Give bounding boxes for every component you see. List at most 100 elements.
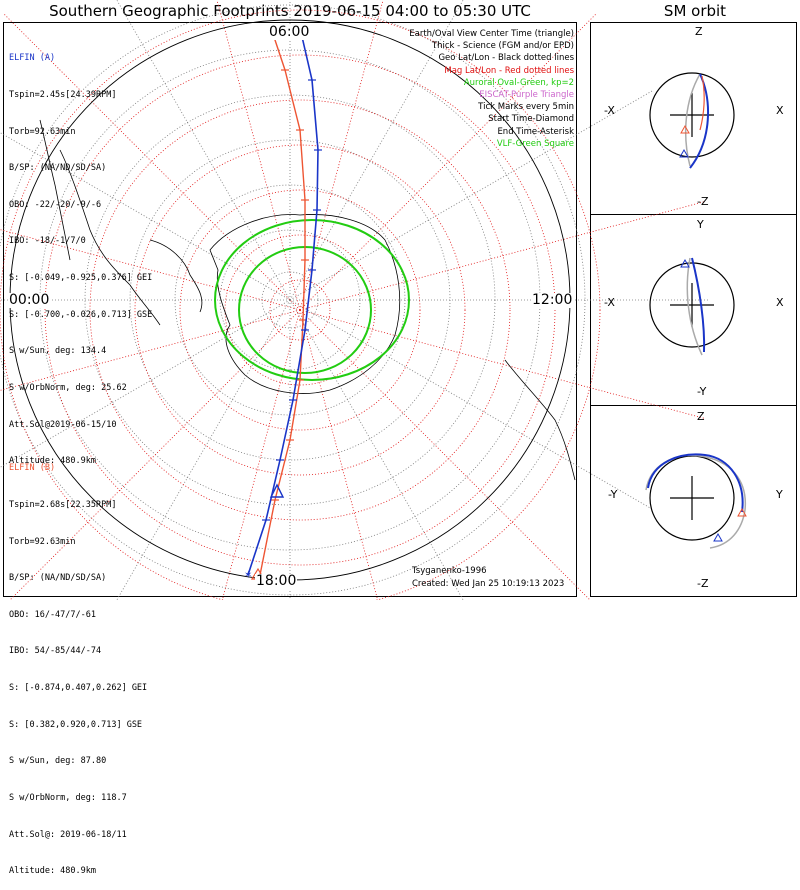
south-america-coastline xyxy=(39,119,71,261)
mag-latitude-circle xyxy=(89,99,511,521)
model-credit: Tsyganenko-1996 xyxy=(412,566,487,576)
legend-item: Tick Marks every 5min xyxy=(478,102,574,113)
mag-longitude-line xyxy=(0,309,301,391)
elfin-a-line: S: [-0.700,-0.026,0.713] GSE xyxy=(9,309,153,320)
elfin-b-name: ELFIN (B) xyxy=(9,463,56,474)
elfin-a-line: Att.Sol@2019-06-15/10 xyxy=(9,419,117,430)
sm1-left-label: -X xyxy=(604,104,615,117)
elfin-a-line: B/SP: (NA/ND/SD/SA) xyxy=(9,163,107,174)
geo-longitude-line xyxy=(289,299,464,600)
sm2-bottom-label: -Y xyxy=(697,385,707,398)
legend-item: Geo Lat/Lon - Black dotted lines xyxy=(438,53,574,64)
mag-longitude-line xyxy=(216,0,301,311)
sm3-bottom-label: -Z xyxy=(697,577,709,590)
elfin-b-line: B/SP: (NA/ND/SD/SA) xyxy=(9,573,107,584)
geo-longitude-line xyxy=(116,299,291,600)
sm2-left-label: -X xyxy=(604,296,615,309)
sm1-right-label: X xyxy=(776,104,784,117)
elfin-b-track xyxy=(259,27,306,576)
sm-frame xyxy=(590,22,797,597)
south-america-coastline xyxy=(59,149,161,326)
mag-latitude-circle xyxy=(0,9,601,600)
footprint-map-canvas: ✶ xyxy=(0,0,797,600)
elfin-b-line: S w/OrbNorm, deg: 118.7 xyxy=(9,792,127,803)
sm-orbit-title: SM orbit xyxy=(663,2,727,20)
mag-longitude-line xyxy=(2,12,301,311)
elfin-b-line: Att.Sol@: 2019-06-18/11 xyxy=(9,829,127,840)
sm3-orbit-blue xyxy=(647,453,744,513)
legend-item: End Time-Asterisk xyxy=(497,126,574,137)
mag-longitude-line xyxy=(0,229,301,311)
elfin-b-line: Altitude: 480.9km xyxy=(9,866,96,877)
elfin-a-name: ELFIN (A) xyxy=(9,53,56,64)
sm3-triangle-b xyxy=(737,507,747,517)
elfin-a-track xyxy=(247,27,319,576)
mag-longitude-line xyxy=(299,309,706,420)
hour-label-right: 12:00 xyxy=(531,292,574,308)
sm2-triangle-a xyxy=(680,258,690,268)
peninsula-coastline xyxy=(149,239,203,313)
elfin-b-line: S: [0.382,0.920,0.713] GSE xyxy=(9,719,143,730)
elfin-b-line: Torb=92.63min xyxy=(9,536,76,547)
elfin-a-line: S w/OrbNorm, deg: 25.62 xyxy=(9,382,127,393)
sm3-triangle-a xyxy=(713,532,723,542)
elfin-a-line: Altitude: 480.9km xyxy=(9,456,96,467)
sm2-top-label: Y xyxy=(697,218,704,231)
legend-item: Thick - Science (FGM and/or EPD) xyxy=(431,41,574,52)
elfin-b-line: IBO: 54/-85/44/-74 xyxy=(9,646,102,657)
sm1-bottom-label: -Z xyxy=(697,195,709,208)
elfin-a-line: Torb=92.63min xyxy=(9,126,76,137)
legend-item: Earth/Oval View Center Time (triangle) xyxy=(409,29,574,39)
sm1-orbit-orange xyxy=(699,75,705,131)
geo-longitude-line xyxy=(289,299,654,511)
map-frame xyxy=(3,22,577,597)
auroral-oval-outer xyxy=(214,219,410,381)
sm3-left-label: -Y xyxy=(608,488,618,501)
sm3-right-label: Y xyxy=(776,488,783,501)
elfin-a-line: IBO: -18/-1/7/0 xyxy=(9,236,86,247)
sm2-right-label: X xyxy=(776,296,784,309)
sm-earth-circle xyxy=(649,455,735,541)
geo-longitude-line xyxy=(116,0,291,301)
australia-coastline xyxy=(504,359,576,481)
sm-earth-circle xyxy=(649,72,735,158)
elfin-a-line: OBO: -22/-20/-9/-6 xyxy=(9,199,102,210)
mag-longitude-line xyxy=(299,0,384,311)
mag-longitude-line xyxy=(299,309,591,600)
mag-latitude-circle xyxy=(179,189,421,431)
mag-latitude-circle xyxy=(224,234,376,386)
elfin-b-info: ELFIN (B) Tspin=2.68s[22.35RPM] Torb=92.… xyxy=(9,438,147,890)
mag-longitude-line xyxy=(9,309,301,600)
mag-latitude-circle xyxy=(269,279,331,341)
hour-label-bottom: 18:00 xyxy=(255,573,298,589)
elfin-b-line: Tspin=2.68s[22.35RPM] xyxy=(9,500,117,511)
sm1-triangle-b xyxy=(680,124,690,134)
sm3-top-label: Z xyxy=(697,410,705,423)
mag-longitude-line xyxy=(299,309,379,600)
legend-item: Start Time-Diamond xyxy=(488,114,574,125)
elfin-b-line: S w/Sun, deg: 87.80 xyxy=(9,756,107,767)
mag-longitude-line xyxy=(299,200,706,311)
mag-longitude-line xyxy=(299,12,598,311)
elfin-a-end-marker: ✶ xyxy=(244,570,252,581)
sm-earth-circle xyxy=(649,262,735,348)
legend-item: Auroral Oval-Green, kp=2 xyxy=(463,77,574,88)
mag-latitude-circle xyxy=(44,54,556,566)
elfin-a-line: S w/Sun, deg: 134.4 xyxy=(9,346,107,357)
elfin-b-line: S: [-0.874,0.407,0.262] GEI xyxy=(9,683,148,694)
legend-item: Mag Lat/Lon - Red dotted lines xyxy=(444,65,574,76)
elfin-a-center-triangle xyxy=(269,483,285,498)
sm2-orbit-gray xyxy=(686,257,703,356)
sm1-orbit-gray xyxy=(684,73,701,167)
elfin-a-info: ELFIN (A) Tspin=2.45s[24.39RPM] Torb=92.… xyxy=(9,28,152,480)
hour-label-left: 00:00 xyxy=(8,292,51,308)
sm1-top-label: Z xyxy=(695,25,703,38)
elfin-a-line: S: [-0.049,-0.925,0.376] GEI xyxy=(9,273,153,284)
sm1-triangle-a xyxy=(679,148,689,158)
elfin-a-line: Tspin=2.45s[24.39RPM] xyxy=(9,90,117,101)
sm2-orbit-blue xyxy=(691,257,706,353)
geo-longitude-line xyxy=(0,132,291,301)
hour-label-top: 06:00 xyxy=(268,24,311,40)
legend: Earth/Oval View Center Time (triangle) T… xyxy=(409,28,574,150)
mag-latitude-circle xyxy=(134,144,466,476)
